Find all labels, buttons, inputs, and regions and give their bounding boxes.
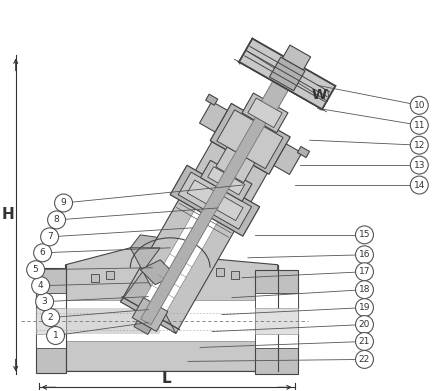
Polygon shape bbox=[239, 39, 336, 109]
Polygon shape bbox=[269, 57, 305, 91]
Polygon shape bbox=[242, 93, 288, 133]
Text: 21: 21 bbox=[359, 337, 370, 346]
Polygon shape bbox=[66, 248, 278, 371]
Text: 18: 18 bbox=[359, 285, 370, 294]
Text: 17: 17 bbox=[359, 267, 370, 276]
Circle shape bbox=[356, 263, 374, 281]
Circle shape bbox=[46, 326, 64, 344]
Polygon shape bbox=[208, 167, 245, 195]
Polygon shape bbox=[66, 300, 255, 341]
Polygon shape bbox=[143, 142, 252, 321]
Text: 8: 8 bbox=[54, 215, 60, 224]
Circle shape bbox=[356, 332, 374, 350]
Polygon shape bbox=[255, 292, 298, 348]
Text: 7: 7 bbox=[47, 232, 53, 241]
Circle shape bbox=[356, 281, 374, 299]
Polygon shape bbox=[201, 160, 252, 201]
Circle shape bbox=[410, 176, 428, 194]
Polygon shape bbox=[139, 147, 253, 320]
Polygon shape bbox=[297, 147, 310, 158]
Polygon shape bbox=[210, 104, 290, 174]
Polygon shape bbox=[248, 98, 282, 127]
Polygon shape bbox=[170, 165, 260, 236]
Polygon shape bbox=[283, 45, 311, 70]
Text: 13: 13 bbox=[413, 161, 425, 170]
Text: 3: 3 bbox=[42, 297, 47, 306]
Polygon shape bbox=[141, 98, 277, 325]
Polygon shape bbox=[132, 298, 168, 332]
Polygon shape bbox=[216, 147, 255, 183]
Text: 15: 15 bbox=[359, 230, 370, 239]
Polygon shape bbox=[134, 321, 151, 334]
Circle shape bbox=[356, 246, 374, 264]
Circle shape bbox=[356, 350, 374, 368]
Text: 12: 12 bbox=[413, 141, 425, 150]
Text: 11: 11 bbox=[413, 121, 425, 130]
Polygon shape bbox=[35, 308, 66, 334]
Circle shape bbox=[410, 116, 428, 134]
Circle shape bbox=[41, 228, 59, 246]
Polygon shape bbox=[187, 180, 243, 221]
Text: W: W bbox=[312, 88, 327, 102]
Polygon shape bbox=[66, 308, 160, 334]
Polygon shape bbox=[255, 270, 298, 374]
Circle shape bbox=[55, 194, 73, 212]
Polygon shape bbox=[178, 172, 251, 229]
Polygon shape bbox=[255, 308, 298, 334]
FancyBboxPatch shape bbox=[231, 271, 239, 279]
Polygon shape bbox=[140, 260, 175, 285]
Text: 10: 10 bbox=[413, 101, 425, 110]
FancyBboxPatch shape bbox=[92, 274, 99, 282]
Polygon shape bbox=[217, 110, 283, 169]
Text: 19: 19 bbox=[359, 303, 370, 312]
Text: 20: 20 bbox=[359, 320, 370, 329]
Circle shape bbox=[410, 136, 428, 154]
Circle shape bbox=[48, 211, 66, 229]
Text: 16: 16 bbox=[359, 250, 370, 259]
Polygon shape bbox=[35, 292, 66, 348]
Text: 6: 6 bbox=[40, 248, 46, 257]
Polygon shape bbox=[261, 75, 292, 110]
Circle shape bbox=[42, 308, 60, 326]
Circle shape bbox=[356, 299, 374, 317]
Text: 22: 22 bbox=[359, 355, 370, 364]
FancyBboxPatch shape bbox=[216, 268, 224, 276]
Circle shape bbox=[410, 156, 428, 174]
Circle shape bbox=[356, 226, 374, 244]
Circle shape bbox=[32, 277, 49, 295]
Circle shape bbox=[27, 261, 45, 279]
Text: 14: 14 bbox=[413, 181, 425, 190]
Polygon shape bbox=[206, 94, 218, 105]
Circle shape bbox=[34, 244, 52, 262]
Polygon shape bbox=[120, 142, 267, 334]
Polygon shape bbox=[131, 235, 210, 258]
Polygon shape bbox=[199, 102, 227, 132]
Text: 9: 9 bbox=[61, 199, 67, 208]
Circle shape bbox=[410, 96, 428, 114]
Circle shape bbox=[356, 316, 374, 334]
Text: 2: 2 bbox=[48, 313, 53, 322]
Polygon shape bbox=[274, 144, 302, 174]
Polygon shape bbox=[66, 265, 278, 371]
Text: 4: 4 bbox=[38, 281, 43, 290]
Polygon shape bbox=[120, 248, 176, 334]
Text: H: H bbox=[1, 208, 14, 222]
Text: 5: 5 bbox=[33, 265, 39, 274]
FancyBboxPatch shape bbox=[106, 271, 114, 279]
Text: 1: 1 bbox=[53, 331, 58, 340]
Polygon shape bbox=[35, 268, 66, 373]
Text: L: L bbox=[162, 371, 172, 386]
Circle shape bbox=[35, 292, 53, 310]
